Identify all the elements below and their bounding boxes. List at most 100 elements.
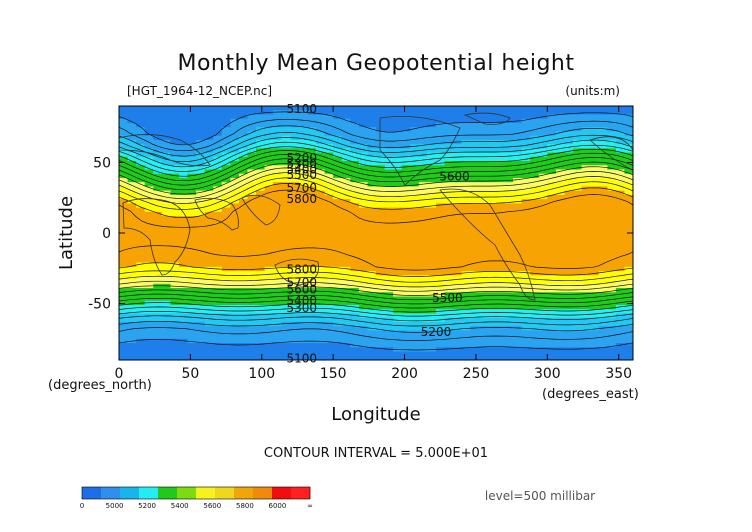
field-cell [547, 211, 557, 217]
field-cell [264, 139, 274, 145]
field-cell [341, 233, 351, 238]
field-cell [316, 156, 326, 162]
field-cell [538, 233, 548, 238]
field-cell [607, 296, 617, 302]
field-cell [564, 156, 574, 162]
field-cell [521, 279, 531, 285]
field-cell [624, 148, 633, 154]
field-cell [564, 300, 574, 306]
field-cell [358, 288, 369, 293]
field-cell [178, 224, 189, 230]
field-cell [418, 165, 428, 171]
field-cell [350, 330, 360, 336]
field-cell [144, 177, 154, 183]
field-cell [470, 347, 480, 353]
x-tick-label: 250 [463, 366, 490, 382]
field-cell [615, 338, 626, 344]
field-cell [444, 237, 454, 243]
field-cell [555, 186, 566, 192]
field-cell [187, 237, 197, 243]
field-cell [581, 237, 591, 243]
field-cell [333, 241, 343, 247]
field-cell [393, 271, 403, 276]
field-cell [153, 254, 163, 259]
field-cell [418, 330, 428, 336]
field-cell [144, 110, 154, 116]
field-cell [153, 186, 163, 192]
field-cell [144, 343, 154, 348]
field-cell [555, 118, 566, 124]
field-cell [170, 266, 180, 272]
field-cell [264, 258, 274, 264]
field-cell [324, 313, 334, 319]
field-cell [307, 283, 317, 289]
field-cell [350, 304, 360, 310]
field-cell [376, 182, 386, 188]
field-cell [247, 152, 257, 158]
field-cell [350, 355, 360, 360]
field-cell [161, 330, 171, 336]
field-cell [136, 351, 146, 357]
contour-label: 5300 [287, 157, 318, 171]
field-cell [495, 355, 506, 360]
field-cell [495, 139, 506, 145]
field-cell [350, 317, 360, 323]
x-tick-label: 0 [115, 366, 124, 382]
field-cell [324, 330, 334, 336]
field-cell [127, 271, 137, 276]
field-cell [136, 194, 146, 200]
field-cell [264, 334, 274, 340]
field-cell [144, 245, 154, 251]
field-cell [136, 237, 146, 243]
field-cell [187, 216, 197, 221]
field-cell [564, 334, 574, 340]
field-cell [230, 245, 240, 251]
field-cell [495, 152, 506, 158]
field-cell [127, 326, 137, 331]
field-cell [598, 156, 608, 162]
field-cell [487, 249, 497, 255]
field-cell [298, 182, 309, 188]
field-cell [547, 343, 557, 348]
field-cell [607, 355, 617, 360]
colorbar-segment [158, 487, 178, 499]
field-cell [615, 118, 626, 124]
field-cell [221, 309, 231, 315]
field-cell [221, 106, 231, 111]
field-cell [127, 237, 137, 243]
field-cell [281, 271, 291, 276]
field-cell [547, 152, 557, 158]
field-cell [624, 173, 633, 179]
field-cell [495, 279, 506, 285]
field-cell [564, 216, 574, 221]
field-cell [341, 139, 351, 145]
field-cell [435, 338, 446, 344]
field-cell [367, 216, 377, 221]
field-cell [470, 249, 480, 255]
field-cell [358, 249, 369, 255]
y-tick-label: -50 [88, 297, 111, 313]
field-cell [187, 258, 197, 264]
field-cell [538, 199, 548, 204]
field-cell [478, 118, 488, 124]
field-cell [598, 161, 608, 166]
field-cell [478, 338, 488, 344]
field-cell [333, 351, 343, 357]
field-cell [590, 127, 600, 132]
field-cell [281, 211, 291, 217]
field-cell [393, 144, 403, 149]
field-cell [521, 118, 531, 124]
field-cell [204, 275, 214, 281]
field-cell [598, 330, 608, 336]
field-cell [178, 330, 189, 336]
field-cell [153, 249, 163, 255]
field-cell [221, 228, 231, 234]
field-cell [170, 152, 180, 158]
field-cell [487, 266, 497, 272]
field-cell [547, 258, 557, 264]
contour-line [119, 320, 633, 333]
field-cell [590, 199, 600, 204]
field-cell [307, 347, 317, 353]
field-cell [187, 347, 197, 353]
field-cell [376, 110, 386, 116]
